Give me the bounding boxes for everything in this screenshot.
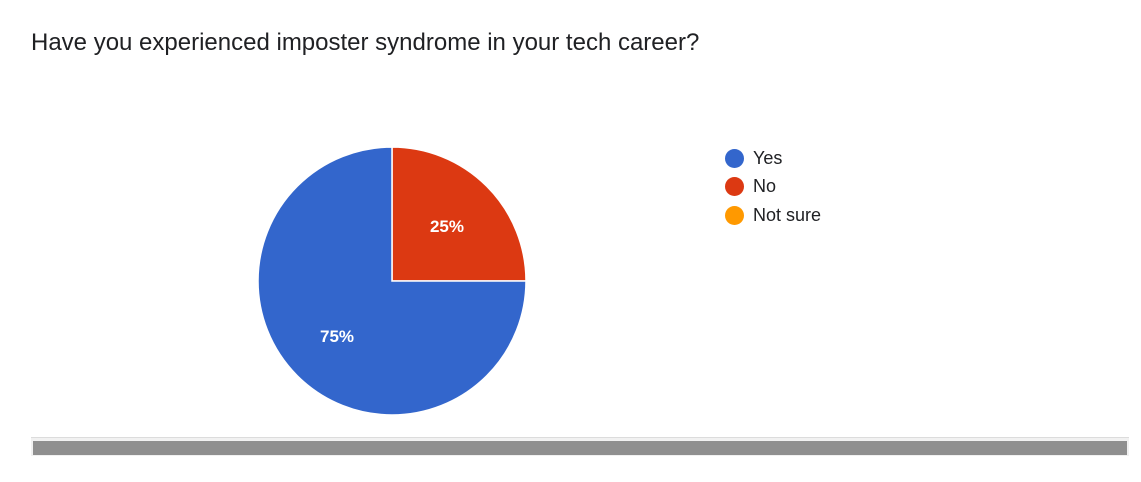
pie-slice-no[interactable] bbox=[391, 146, 527, 282]
legend-color-dot bbox=[725, 205, 744, 225]
chart-title: Have you experienced imposter syndrome i… bbox=[31, 29, 700, 56]
legend-label: Not sure bbox=[753, 204, 822, 225]
scrollbar-thumb[interactable] bbox=[33, 441, 1127, 455]
chart-legend: Yes No Not sure bbox=[725, 144, 821, 230]
legend-color-dot bbox=[725, 148, 744, 168]
pie-chart: 25% 75% bbox=[257, 146, 527, 416]
legend-label: No bbox=[753, 176, 777, 197]
legend-label: Yes bbox=[753, 147, 783, 168]
legend-item[interactable]: No bbox=[725, 173, 821, 202]
legend-item[interactable]: Yes bbox=[725, 144, 821, 173]
slice-value-label: 25% bbox=[430, 217, 464, 236]
horizontal-scrollbar[interactable] bbox=[31, 437, 1129, 456]
pie-slice-yes[interactable] bbox=[257, 146, 527, 416]
slice-value-label: 75% bbox=[320, 327, 354, 346]
legend-color-dot bbox=[725, 177, 744, 197]
legend-item[interactable]: Not sure bbox=[725, 201, 821, 230]
